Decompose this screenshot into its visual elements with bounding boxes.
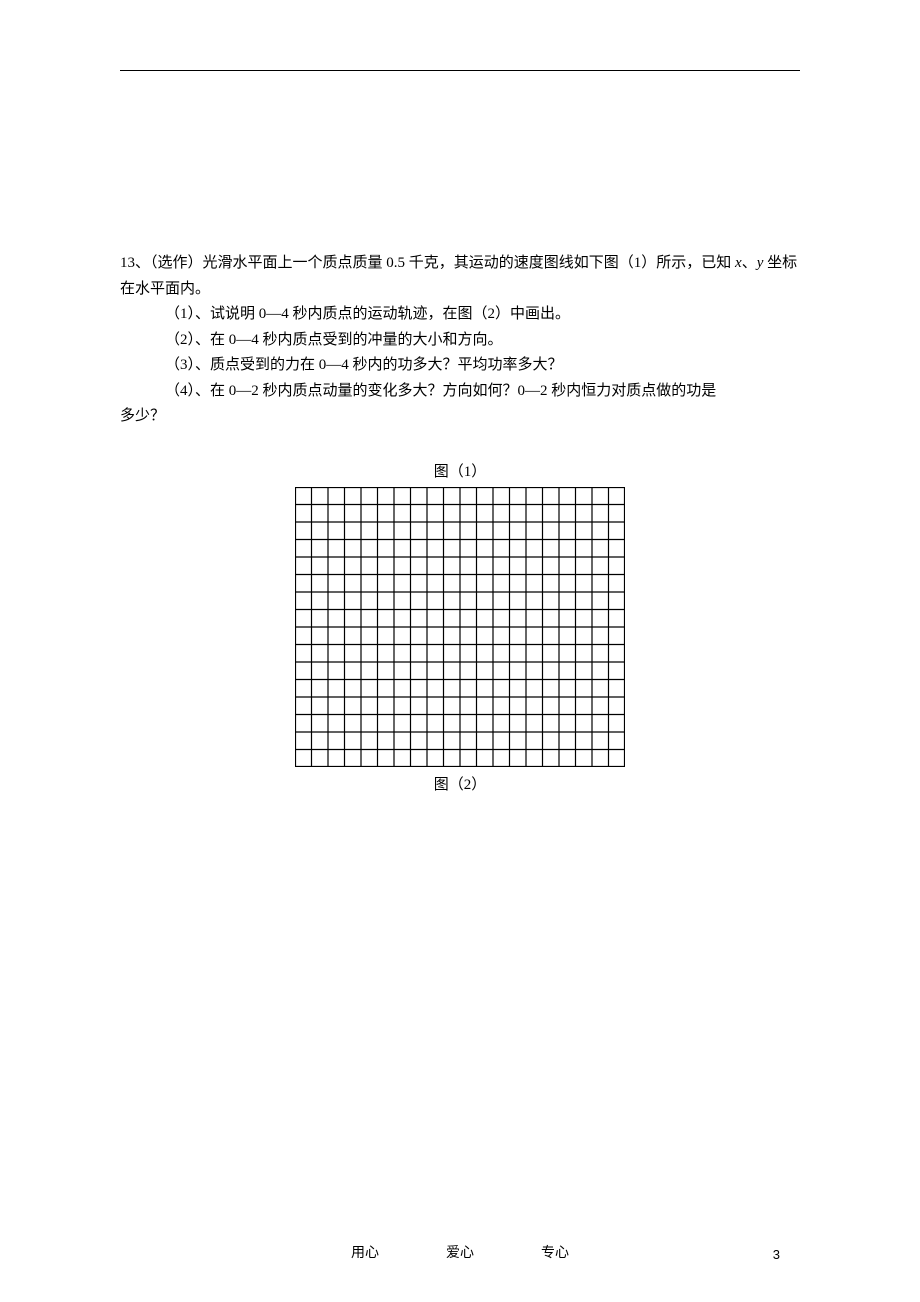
axis-sep: 、 [742,255,757,271]
problem-intro: 13、（选作）光滑水平面上一个质点质量 0.5 千克，其运动的速度图线如下图（1… [120,255,735,271]
question-3: （3）、质点受到的力在 0—4 秒内的功多大？平均功率多大？ [120,353,800,379]
question-4a: （4）、在 0—2 秒内质点动量的变化多大？方向如何？0—2 秒内恒力对质点做的… [120,379,800,405]
page-number: 3 [773,1247,780,1262]
grid-figure [295,487,625,767]
footer-b: 爱心 [446,1246,474,1261]
question-1: （1）、试说明 0—4 秒内质点的运动轨迹，在图（2）中画出。 [120,302,800,328]
figure-2-label: 图（2） [120,773,800,794]
question-4b: 多少？ [120,404,800,430]
footer-c: 专心 [541,1246,569,1261]
footer: 用心 爱心 专心 [0,1242,920,1262]
footer-a: 用心 [351,1246,379,1261]
question-2: （2）、在 0—4 秒内质点受到的冲量的大小和方向。 [120,328,800,354]
axis-x: x [735,255,742,271]
figure-1-label: 图（1） [120,460,800,481]
